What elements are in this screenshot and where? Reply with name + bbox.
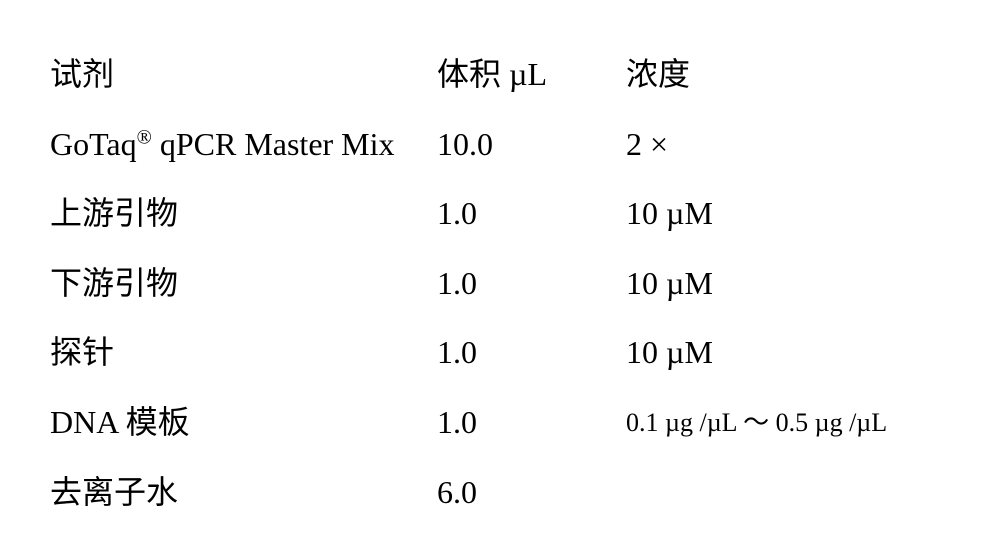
cell-concentration: 10 µM: [626, 179, 950, 249]
cell-volume: 1.0: [437, 179, 626, 249]
cell-concentration: 10 µM: [626, 249, 950, 319]
cell-reagent: 探针: [50, 318, 437, 388]
table-header-row: 试剂 体积 µL 浓度: [50, 40, 950, 110]
cell-reagent: 上游引物: [50, 179, 437, 249]
reagent-prefix: GoTaq: [50, 126, 137, 162]
reagent-table: 试剂 体积 µL 浓度 GoTaq® qPCR Master Mix 10.0 …: [50, 40, 950, 527]
table-row: 下游引物 1.0 10 µM: [50, 249, 950, 319]
header-reagent: 试剂: [50, 40, 437, 110]
cell-reagent: GoTaq® qPCR Master Mix: [50, 110, 437, 180]
registered-symbol: ®: [137, 126, 152, 148]
table-row: 探针 1.0 10 µM: [50, 318, 950, 388]
header-concentration: 浓度: [626, 40, 950, 110]
table-row: GoTaq® qPCR Master Mix 10.0 2 ×: [50, 110, 950, 180]
table-row: DNA 模板 1.0 0.1 µg /µL ～ 0.5 µg /µL: [50, 388, 950, 458]
cell-volume: 1.0: [437, 318, 626, 388]
cell-reagent: 去离子水: [50, 458, 437, 528]
cell-volume: 10.0: [437, 110, 626, 180]
cell-concentration: 0.1 µg /µL ～ 0.5 µg /µL: [626, 388, 950, 458]
cell-concentration: 10 µM: [626, 318, 950, 388]
cell-volume: 1.0: [437, 249, 626, 319]
cell-reagent: 下游引物: [50, 249, 437, 319]
table-row: 去离子水 6.0: [50, 458, 950, 528]
header-volume: 体积 µL: [437, 40, 626, 110]
cell-volume: 6.0: [437, 458, 626, 528]
table-row: 上游引物 1.0 10 µM: [50, 179, 950, 249]
cell-concentration: 2 ×: [626, 110, 950, 180]
reagent-suffix: qPCR Master Mix: [152, 126, 395, 162]
cell-concentration: [626, 458, 950, 528]
cell-reagent: DNA 模板: [50, 388, 437, 458]
cell-volume: 1.0: [437, 388, 626, 458]
